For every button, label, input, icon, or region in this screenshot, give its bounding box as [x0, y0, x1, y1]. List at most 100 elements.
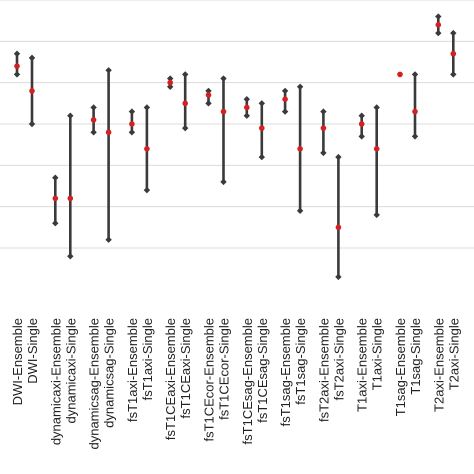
mid-point [67, 195, 74, 202]
error-bar-high-marker [281, 87, 289, 95]
x-tick-label: DWI-Single [25, 318, 40, 384]
error-bar-T1sag-Ensemble [397, 71, 403, 78]
error-bar-high-marker [258, 100, 265, 107]
mid-point [397, 71, 403, 78]
error-bar-T1sag-Single [411, 71, 419, 140]
mid-point [358, 121, 365, 127]
mid-point [450, 50, 457, 57]
mid-point [144, 146, 150, 152]
x-tick-label: fsT1CEaxi-Single [178, 318, 193, 418]
x-tick-label: dynamicsag-Single [102, 318, 117, 428]
error-bar-high-marker [243, 96, 250, 103]
error-bar-fsT1CEsag-Single [258, 100, 265, 161]
x-tick-label: dynamicaxi-Ensemble [48, 318, 63, 445]
mid-point [182, 100, 188, 107]
error-bar-dynamicaxi-Single [67, 112, 74, 260]
error-bar-high-marker [128, 108, 136, 115]
mid-point [435, 22, 442, 28]
mid-point [244, 104, 250, 111]
error-bar-low-marker [167, 83, 174, 90]
mid-point [52, 195, 59, 202]
error-bar-low-marker [320, 149, 327, 157]
error-bar-fsT1CEsag-Ensemble [243, 96, 250, 119]
error-bar-high-marker [373, 104, 380, 111]
error-bar-high-marker [182, 71, 189, 78]
x-tick-label: T1axi-Single [370, 318, 385, 390]
x-tick-label: fsT1sag-Ensemble [278, 318, 293, 426]
error-bar-low-marker [28, 120, 36, 128]
x-tick-label: fsT1CEaxi-Ensemble [163, 318, 178, 440]
mid-point [14, 63, 20, 69]
error-bar-fsT1axi-Ensemble [128, 108, 136, 136]
error-bar-low-marker [143, 186, 151, 194]
gridlines [0, 0, 474, 249]
error-bar-fsT1CEaxi-Ensemble [167, 75, 174, 90]
error-bar-low-marker [67, 253, 74, 260]
error-bar-fsT1sag-Single [296, 83, 304, 214]
x-tick-label: T1sag-Single [408, 318, 423, 395]
error-bar-high-marker [13, 50, 21, 57]
error-bar-T1axi-Single [373, 104, 380, 219]
mid-point [29, 88, 35, 94]
x-tick-label: DWI-Ensemble [10, 318, 25, 405]
error-bar-fsT1axi-Single [143, 104, 151, 194]
error-bar-low-marker [435, 29, 442, 37]
mid-point [205, 92, 212, 98]
error-bar-T2axi-Ensemble [435, 13, 442, 37]
error-bar-DWI-Ensemble [13, 50, 21, 78]
error-bar-fsT1CEcor-Single [220, 75, 227, 186]
x-tick-label: fsT1CEcor-Single [217, 318, 232, 420]
error-bar-dynamicsag-Ensemble [90, 104, 97, 136]
error-bar-high-marker [358, 112, 365, 119]
error-bar-high-marker [90, 104, 97, 111]
x-tick-label: fsT1sag-Single [293, 318, 308, 405]
mid-point [282, 96, 288, 102]
error-bar-low-marker [258, 153, 265, 161]
error-bar-low-marker [128, 129, 136, 136]
error-bar-low-marker [411, 133, 419, 140]
mid-point [320, 125, 327, 131]
error-bar-low-marker [296, 207, 304, 214]
x-tick-label: fsT1axi-Ensemble [125, 318, 140, 422]
error-bar-fsT1CEaxi-Single [182, 71, 189, 132]
error-bar-low-marker [373, 211, 380, 219]
mid-point [167, 79, 173, 86]
x-tick-label: T2axi-Single [446, 318, 461, 390]
error-bar-low-marker [243, 112, 250, 119]
mid-point [105, 129, 112, 136]
error-bar-high-marker [205, 87, 212, 95]
error-bar-fsT2axi-Single [335, 153, 342, 281]
error-bar-high-marker [52, 174, 59, 181]
x-tick-label: fsT1axi-Single [140, 318, 155, 400]
x-tick-label: dynamicaxi-Single [63, 318, 78, 424]
error-bar-high-marker [28, 54, 36, 62]
error-bar-high-marker [450, 29, 457, 37]
error-bar-low-marker [335, 273, 342, 281]
mid-point [90, 117, 97, 123]
mid-point [297, 146, 303, 152]
mid-point [412, 108, 418, 115]
x-tick-label: fsT2axi-Ensemble [316, 318, 331, 422]
error-bar-fsT1sag-Ensemble [281, 87, 289, 115]
x-tick-label: fsT1CEsag-Ensemble [240, 318, 255, 444]
error-bar-low-marker [52, 220, 59, 227]
error-bar-low-marker [450, 71, 457, 78]
mid-point [335, 224, 342, 231]
mid-point [129, 121, 135, 127]
x-tick-label: T1sag-Ensemble [393, 318, 408, 416]
error-bar-DWI-Single [28, 54, 36, 128]
error-bar-low-marker [205, 100, 212, 107]
error-bar-high-marker [435, 13, 442, 20]
error-bar-fsT1CEcor-Ensemble [205, 87, 212, 107]
error-bar-dynamicsag-Single [105, 67, 112, 243]
error-bar-T1axi-Ensemble [358, 112, 365, 140]
error-bar-low-marker [358, 133, 365, 140]
error-bar-high-marker [296, 83, 304, 90]
x-tick-label: fsT1CEsag-Single [255, 318, 270, 423]
error-bar-high-marker [320, 108, 327, 115]
x-tick-label: T1axi-Ensemble [355, 318, 370, 412]
error-bar-fsT2axi-Ensemble [320, 108, 327, 157]
x-tick-label: dynamicsag-Ensemble [87, 318, 102, 450]
